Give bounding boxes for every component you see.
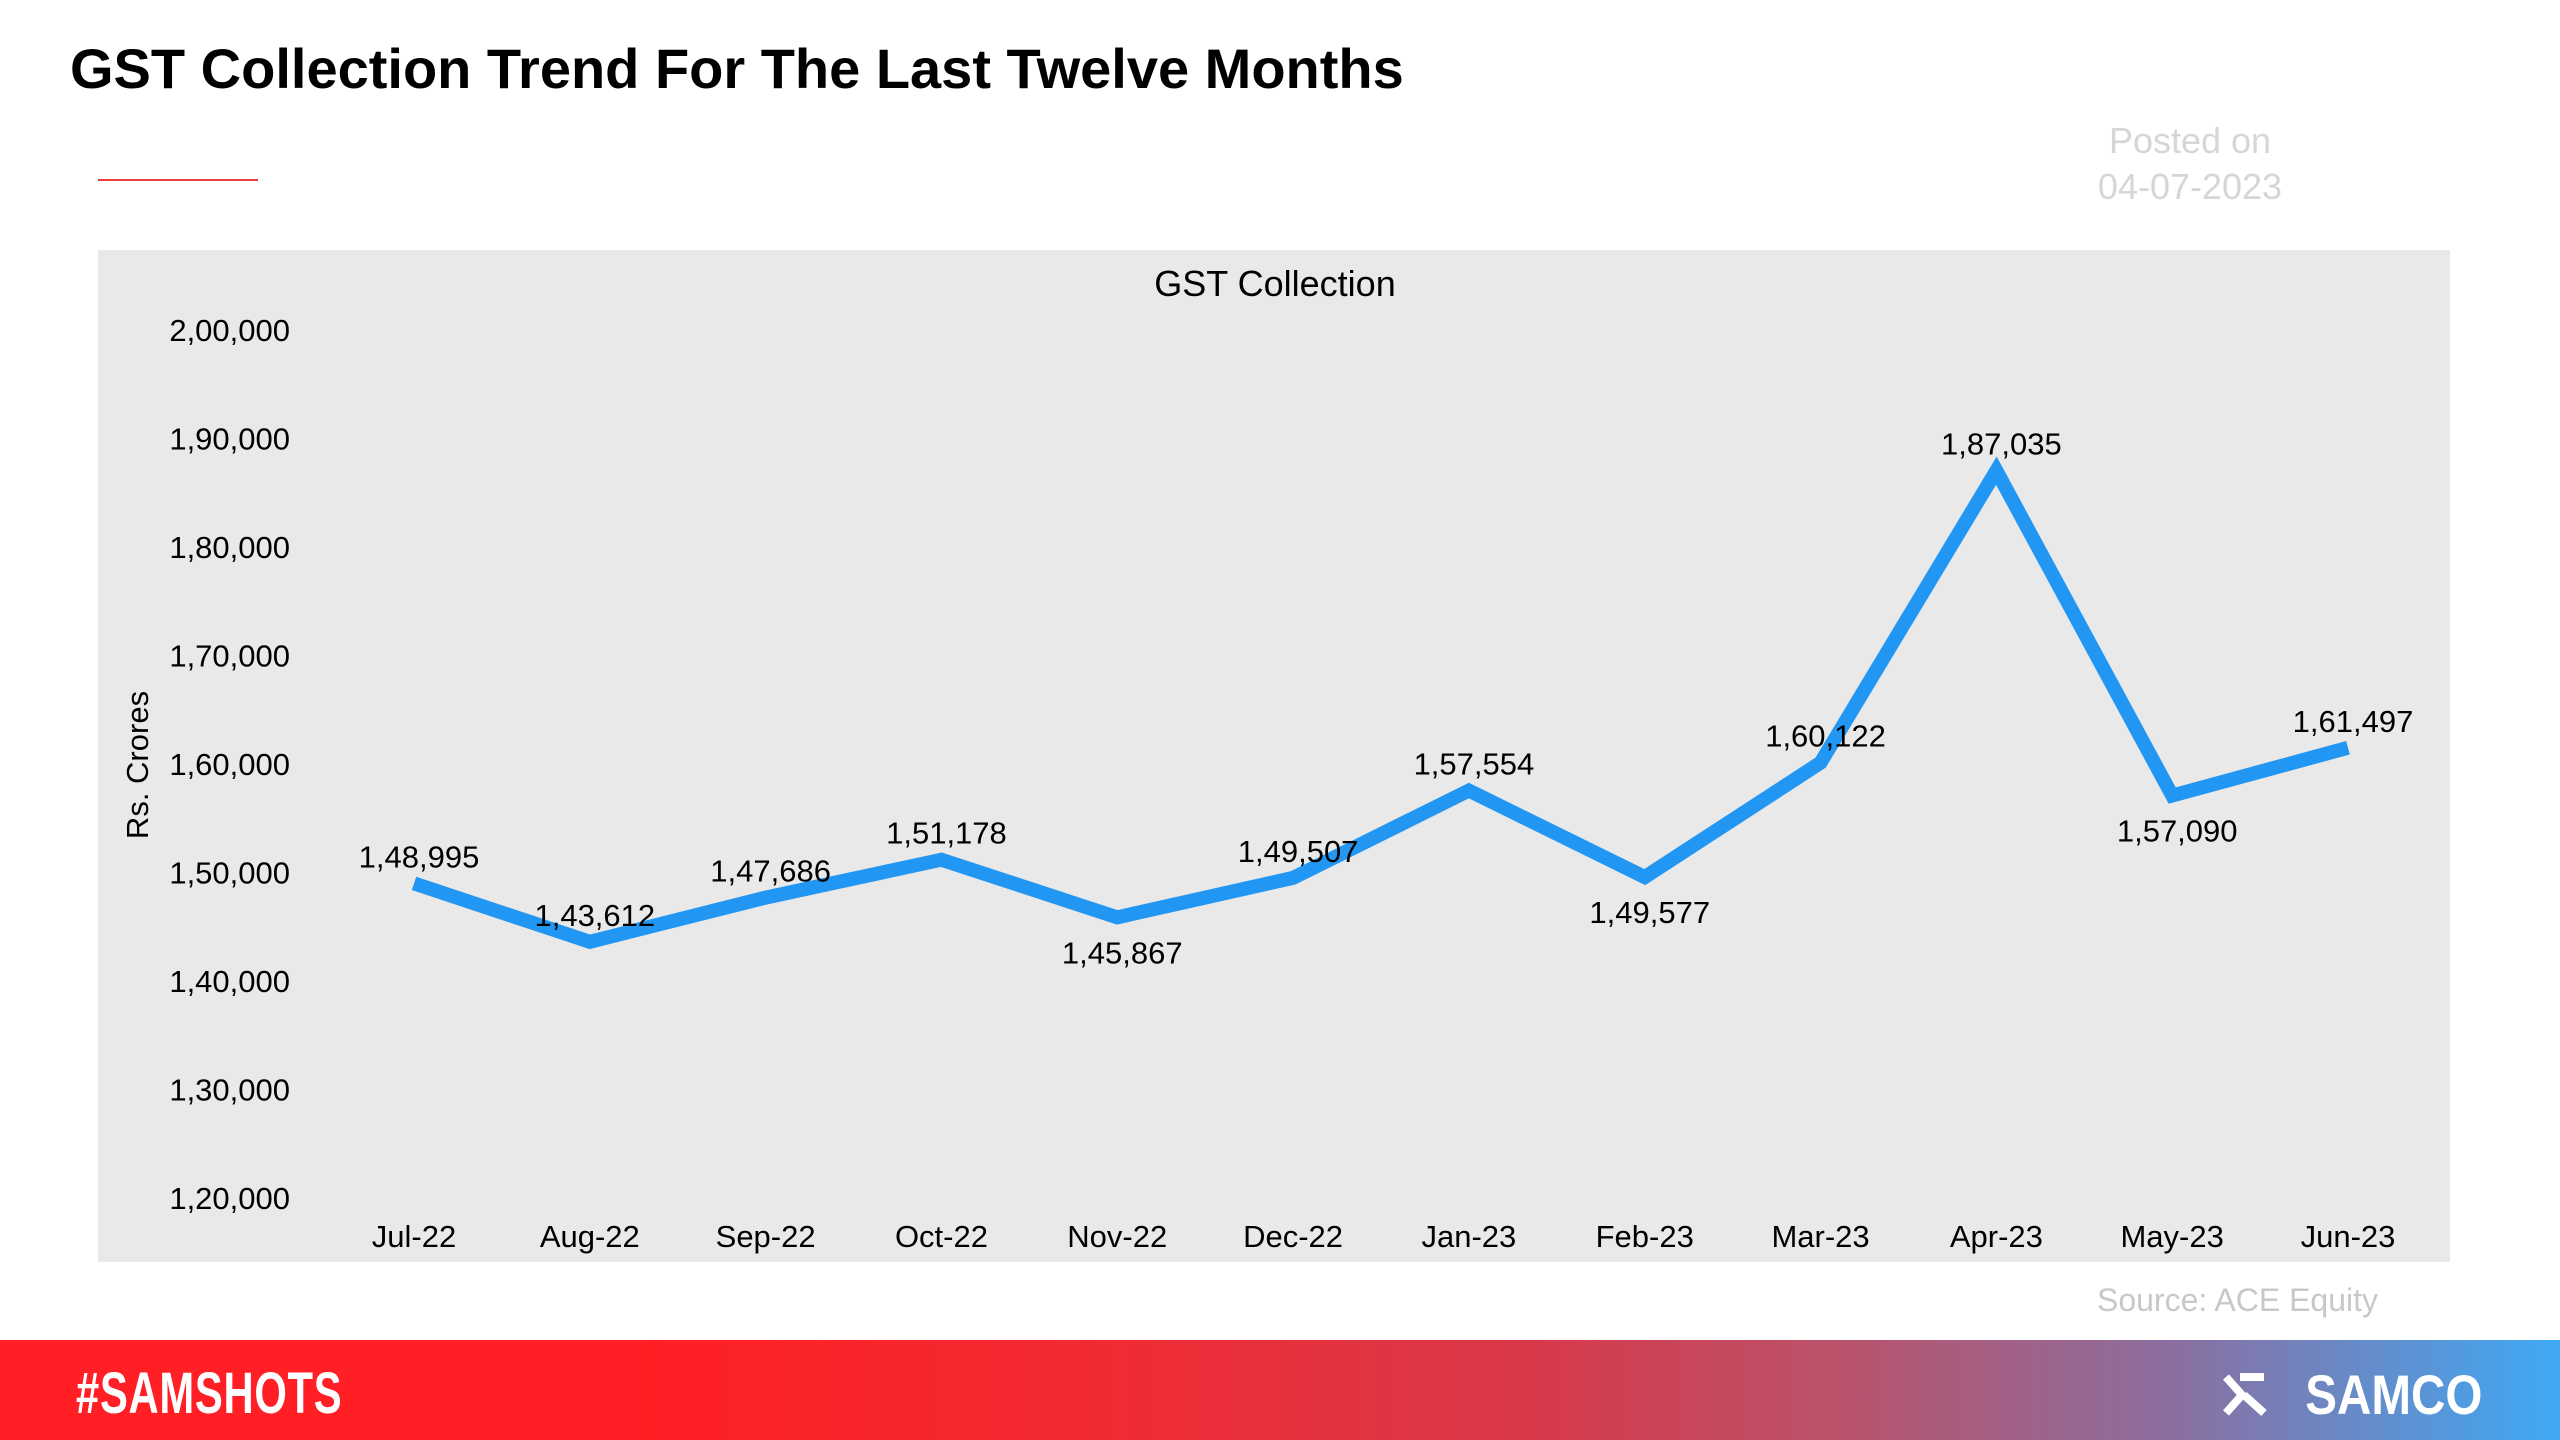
data-label: 1,57,554	[1414, 747, 1535, 782]
posted-date: 04-07-2023	[2097, 166, 2283, 207]
line-chart: GST Collection Rs. Crores 2,00,000 1,90,0…	[98, 250, 2450, 1262]
y-tick-label: 1,40,000	[169, 964, 290, 999]
x-tick-label: Feb-23	[1596, 1219, 1694, 1254]
y-tick-label: 1,90,000	[169, 422, 290, 457]
x-tick-label: Jan-23	[1422, 1219, 1517, 1254]
page-title: GST Collection Trend For The Last Twelve…	[70, 37, 1404, 100]
x-tick-label: Mar-23	[1771, 1219, 1869, 1254]
data-label: 1,48,995	[359, 839, 480, 874]
x-tick-label: Jul-22	[372, 1219, 456, 1254]
y-tick-label: 1,60,000	[169, 747, 290, 782]
data-label: 1,61,497	[2293, 704, 2414, 739]
y-tick-label: 2,00,000	[169, 313, 290, 348]
data-label: 1,60,122	[1765, 719, 1886, 754]
chart-title: GST Collection	[1154, 263, 1395, 304]
x-tick-label: Oct-22	[895, 1219, 988, 1254]
samco-logo-icon	[2222, 1372, 2267, 1416]
data-label: 1,49,507	[1238, 834, 1359, 869]
x-tick-label: Nov-22	[1067, 1219, 1167, 1254]
y-tick-label: 1,20,000	[169, 1181, 290, 1216]
data-label: 1,45,867	[1062, 935, 1183, 970]
y-tick-label: 1,50,000	[169, 856, 290, 891]
title-underline	[98, 179, 258, 181]
y-tick-label: 1,70,000	[169, 639, 290, 674]
data-label: 1,87,035	[1941, 427, 2062, 462]
posted-date-block: Posted on 04-07-2023	[2040, 118, 2340, 210]
data-label: 1,47,686	[710, 854, 831, 889]
y-tick-label: 1,80,000	[169, 530, 290, 565]
footer-banner: #SAMSHOTS SAMCO	[0, 1340, 2560, 1440]
data-label: 1,43,612	[534, 898, 655, 933]
brand-logo: SAMCO	[2222, 1362, 2482, 1427]
x-tick-label: Jun-23	[2301, 1219, 2396, 1254]
y-axis-label: Rs. Crores	[120, 691, 155, 839]
x-tick-label: Dec-22	[1243, 1219, 1343, 1254]
data-label: 1,57,090	[2117, 814, 2238, 849]
data-label: 1,49,577	[1589, 895, 1710, 930]
brand-name: SAMCO	[2304, 1363, 2482, 1426]
x-tick-label: Apr-23	[1950, 1219, 2043, 1254]
hashtag: #SAMSHOTS	[76, 1361, 343, 1426]
plot-background	[98, 250, 2450, 1262]
x-tick-label: May-23	[2120, 1219, 2223, 1254]
x-tick-label: Sep-22	[716, 1219, 816, 1254]
source-note: Source: ACE Equity	[2096, 1282, 2378, 1318]
data-label: 1,51,178	[886, 816, 1007, 851]
series-line	[411, 456, 2350, 950]
posted-label: Posted on	[2108, 120, 2272, 161]
x-tick-label: Aug-22	[540, 1219, 640, 1254]
y-tick-label: 1,30,000	[169, 1073, 290, 1108]
